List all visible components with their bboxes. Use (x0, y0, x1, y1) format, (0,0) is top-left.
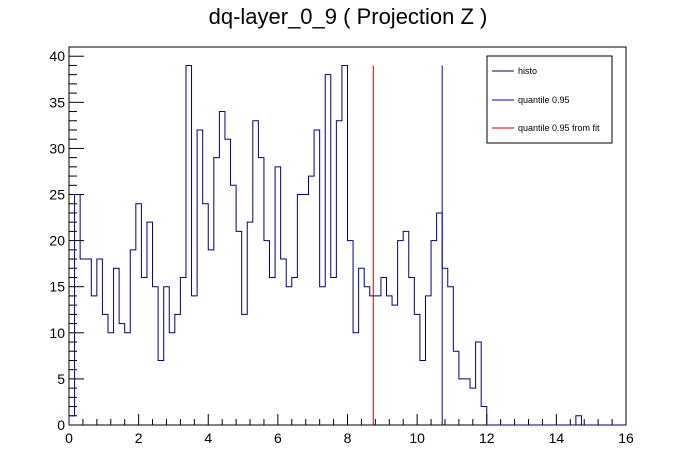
x-tick-label: 6 (274, 430, 282, 446)
y-tick-label: 20 (49, 233, 65, 249)
x-tick-label: 16 (618, 430, 634, 446)
quantile-lines (372, 65, 443, 425)
x-tick-label: 8 (344, 430, 352, 446)
legend-label-histo: histo (518, 66, 537, 76)
y-tick-label: 15 (49, 279, 65, 295)
histogram-series-histo (68, 64, 626, 426)
x-tick-label: 4 (204, 430, 212, 446)
y-tick-label: 30 (49, 140, 65, 156)
tick-labels: 0 2 4 6 8 10 12 14 16 0 5 10 15 20 25 30 35 40 (49, 48, 634, 446)
axis-ticks (68, 46, 627, 426)
y-tick-label: 35 (49, 94, 65, 110)
x-tick-label: 12 (479, 430, 495, 446)
legend: histo quantile 0.95 quantile 0.95 from f… (486, 55, 613, 144)
y-tick-label: 5 (57, 371, 65, 387)
y-tick-label: 0 (57, 417, 65, 433)
y-tick-label: 10 (49, 325, 65, 341)
x-tick-label: 14 (549, 430, 565, 446)
x-tick-label: 2 (135, 430, 143, 446)
legend-label-quantile: quantile 0.95 (518, 95, 570, 105)
chart-title: dq-layer_0_9 ( Projection Z ) (209, 4, 488, 29)
x-tick-label: 0 (65, 430, 73, 446)
x-tick-label: 10 (409, 430, 425, 446)
legend-label-quantile-fit: quantile 0.95 from fit (518, 123, 600, 133)
y-tick-label: 25 (49, 187, 65, 203)
y-tick-label: 40 (49, 48, 65, 64)
